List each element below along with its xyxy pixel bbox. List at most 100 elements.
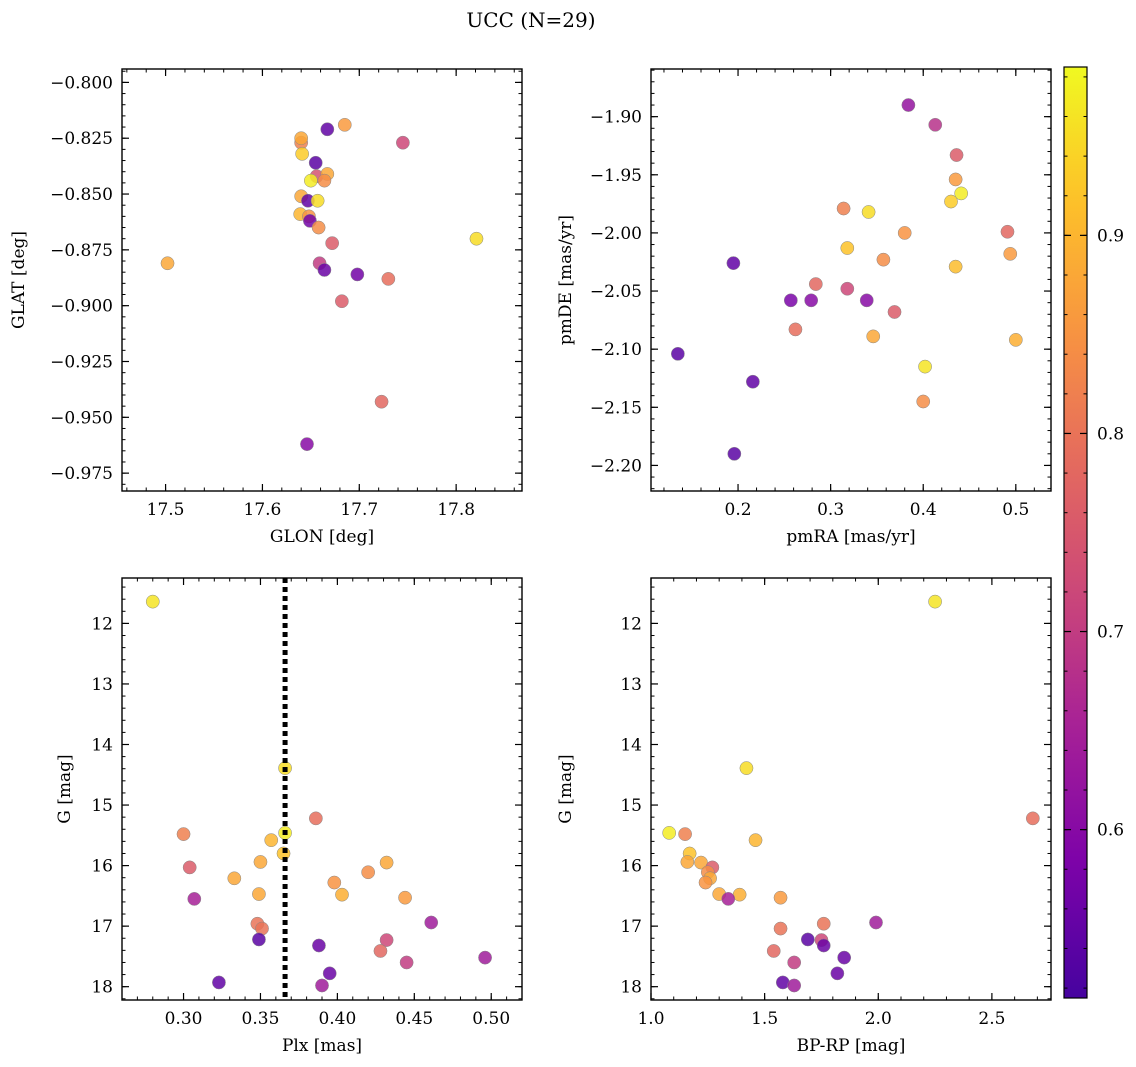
data-point (160, 256, 175, 271)
data-point (253, 855, 268, 869)
y-tick-label: 18 (91, 978, 113, 998)
x-tick-label: 0.3 (817, 500, 844, 520)
data-point (320, 122, 335, 137)
y-tick-label: −0.850 (50, 185, 113, 205)
data-point (398, 890, 412, 905)
data-point (887, 305, 902, 319)
data-point (698, 875, 713, 890)
data-point (379, 855, 394, 870)
data-point (816, 938, 831, 953)
data-point (350, 267, 365, 282)
data-point (304, 173, 318, 188)
data-point (739, 761, 754, 775)
data-point (901, 98, 916, 112)
data-point (918, 359, 932, 374)
y-axis-label: G [mag] (55, 754, 75, 823)
y-tick-label: 12 (91, 614, 113, 634)
data-point (727, 446, 742, 461)
data-point (337, 117, 352, 132)
data-point (1000, 224, 1015, 239)
data-point (1008, 333, 1023, 347)
figure-title: UCC (N=29) (466, 8, 595, 32)
data-point (783, 293, 798, 308)
panel-bprp-g: 1.0 1.5 2.0 2.5 12 13 14 15 16 17 18 BP-RP [mag] G [… (556, 577, 1052, 1056)
y-tick-label: −2.20 (590, 456, 642, 476)
data-point (948, 259, 963, 274)
x-tick-label: 0.5 (1002, 500, 1029, 520)
data-point (869, 915, 883, 930)
data-point (916, 394, 931, 409)
data-point (478, 950, 492, 965)
plot-frame (650, 68, 1052, 492)
data-point (361, 865, 376, 880)
y-tick-label: −0.825 (50, 129, 113, 149)
y-tick-label: 17 (620, 917, 642, 937)
y-tick-label: −0.950 (50, 408, 113, 428)
colorbar-tick-label: 0.6 (1097, 821, 1124, 841)
data-point (315, 978, 329, 993)
data-point (294, 131, 309, 146)
colorbar-tick-label: 0.8 (1097, 424, 1124, 444)
data-point (300, 437, 314, 451)
data-point (766, 944, 781, 958)
y-tick-label: −2.00 (590, 224, 642, 244)
data-point (399, 955, 414, 970)
data-point (227, 871, 242, 886)
data-point (954, 186, 969, 201)
data-point (176, 827, 191, 841)
data-point (311, 220, 326, 235)
data-point (678, 827, 692, 841)
x-axis-label: BP-RP [mag] (797, 1036, 906, 1056)
colorbar: 0.6 0.7 0.8 0.9 (1063, 66, 1124, 999)
data-point (836, 201, 851, 216)
plot-frame (121, 577, 523, 1001)
panel-plx-g: 0.30 0.35 0.40 0.45 0.50 12 13 14 15 16 17 18 Plx [m… (55, 577, 523, 1056)
data-point (1025, 811, 1040, 826)
y-tick-label: 15 (91, 796, 113, 816)
data-point (662, 826, 677, 840)
data-point (859, 293, 874, 308)
y-tick-label: 17 (91, 917, 113, 937)
data-point (746, 374, 760, 389)
y-tick-label: 14 (620, 735, 642, 755)
y-tick-label: −2.15 (590, 398, 642, 418)
data-point (182, 860, 197, 875)
data-point (1003, 246, 1018, 261)
data-point (773, 890, 788, 905)
data-point (787, 978, 802, 993)
data-point (295, 146, 309, 161)
data-point (726, 256, 741, 270)
panel-glon-glat: 17.5 17.6 17.7 17.8 −0.800 −0.825 −0.850 −0.875… (9, 68, 523, 547)
x-tick-label: 0.30 (165, 1009, 203, 1029)
y-tick-label: 12 (620, 614, 642, 634)
y-axis-label: G [mag] (556, 754, 576, 823)
y-tick-label: 16 (91, 857, 113, 877)
data-point (808, 277, 823, 291)
data-point (469, 231, 484, 246)
data-point (671, 346, 685, 361)
y-tick-label: 14 (91, 735, 113, 755)
y-tick-label: −0.975 (50, 464, 113, 484)
data-point (396, 135, 410, 150)
x-tick-label: 17.6 (244, 500, 282, 520)
data-point (308, 811, 323, 826)
y-axis-label: pmDE [mas/yr] (556, 215, 576, 345)
data-point (800, 932, 815, 947)
x-tick-label: 1.5 (751, 1009, 778, 1029)
y-tick-label: −0.900 (50, 297, 113, 317)
data-point (721, 892, 736, 906)
data-point (775, 975, 790, 990)
data-point (897, 226, 912, 240)
data-point (317, 263, 332, 277)
data-point (379, 933, 394, 947)
data-point (335, 294, 349, 309)
data-point (773, 921, 788, 936)
data-point (840, 241, 855, 255)
data-point (374, 394, 389, 409)
x-tick-label: 0.45 (395, 1009, 433, 1029)
data-point (252, 887, 266, 901)
data-point (928, 117, 943, 132)
data-point (424, 915, 439, 930)
data-point (949, 148, 964, 162)
y-tick-label: −0.800 (50, 73, 113, 93)
